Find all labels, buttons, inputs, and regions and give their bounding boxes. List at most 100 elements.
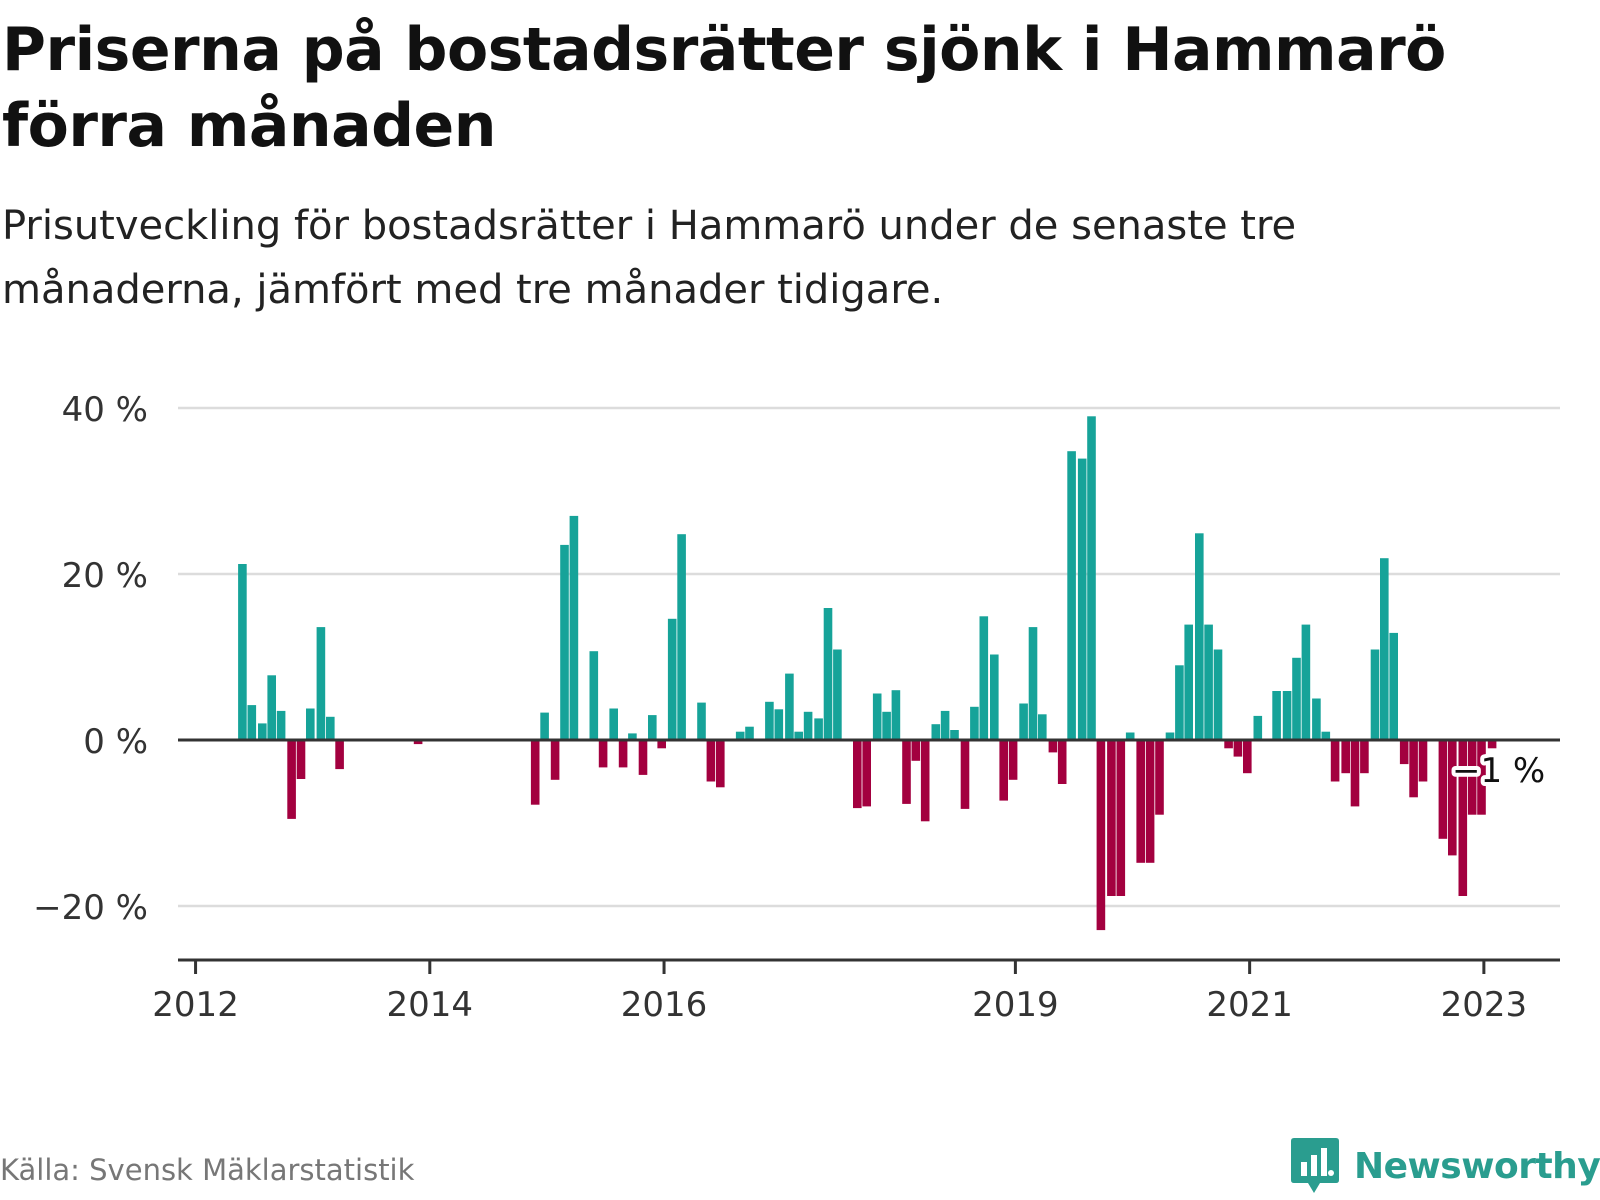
data-bar (306, 708, 315, 740)
data-bar (1096, 740, 1106, 931)
data-bar (950, 730, 959, 740)
data-bar (648, 715, 657, 740)
data-bar (276, 710, 286, 740)
data-bar (1467, 740, 1477, 815)
data-bar (1067, 451, 1076, 740)
x-tick-label: 2016 (621, 985, 708, 1020)
data-bar (882, 711, 891, 740)
data-bar (745, 726, 754, 740)
data-bar (1057, 740, 1067, 784)
data-bar (1321, 731, 1331, 740)
x-tick-label: 2014 (387, 985, 474, 1020)
data-bar (335, 740, 344, 770)
data-bar (990, 654, 999, 740)
data-bar (911, 740, 921, 761)
data-bar (999, 740, 1008, 801)
data-bar (247, 705, 257, 740)
data-bar (316, 627, 326, 740)
data-bar (1438, 740, 1448, 839)
data-bar (1116, 740, 1126, 896)
data-bar (774, 709, 784, 740)
data-bar (1253, 715, 1263, 740)
data-bar (1008, 740, 1018, 780)
data-bar (1458, 740, 1468, 896)
x-tick-label: 2023 (1441, 985, 1528, 1020)
data-bar (1272, 691, 1281, 740)
data-bar (540, 712, 549, 740)
data-bar (785, 673, 794, 740)
data-bar (287, 740, 296, 819)
data-bar (413, 740, 423, 745)
data-bar (1145, 740, 1155, 863)
data-bar (1487, 740, 1497, 749)
data-bar (1350, 740, 1360, 807)
data-bar (1155, 740, 1164, 815)
data-bar (1370, 649, 1380, 740)
bar-chart-speech-bubble-icon (1291, 1138, 1339, 1193)
data-bar (1184, 624, 1193, 740)
bar-chart: 40 % 20 % 0 % −20 % 2012 2014 2016 2019 2021 2023… (33, 390, 1560, 1020)
data-bar (1360, 740, 1369, 774)
y-tick-label: −20 % (33, 888, 148, 928)
data-bar (1028, 627, 1038, 740)
data-bar (1330, 740, 1340, 782)
data-bar (1448, 740, 1457, 856)
data-bar (638, 740, 648, 775)
data-bar (598, 740, 608, 768)
data-bar (1077, 458, 1087, 740)
data-bar (296, 740, 306, 779)
x-tick-label: 2012 (152, 985, 239, 1020)
data-bar (267, 675, 276, 740)
data-bar (1399, 740, 1409, 765)
data-bar (1409, 740, 1418, 798)
data-bar (1213, 649, 1223, 740)
gridlines (178, 406, 1560, 908)
y-tick-label: 20 % (62, 556, 148, 596)
data-bar (667, 618, 677, 740)
x-tick-label: 2019 (972, 985, 1059, 1020)
data-bar (1136, 740, 1145, 863)
data-bar (735, 731, 745, 740)
data-bar (1301, 624, 1311, 740)
page-title: Priserna på bostadsrätter sjönk i Hammar… (2, 15, 1446, 161)
data-bar (823, 608, 833, 740)
source-credit: Källa: Svensk Mäklarstatistik (0, 1153, 415, 1187)
data-bar (1243, 740, 1252, 774)
data-bar (1389, 632, 1398, 740)
data-bar (550, 740, 560, 780)
brand-logo[interactable]: Newsworthy (1290, 1136, 1600, 1196)
data-bar (618, 740, 628, 768)
data-bar (1087, 416, 1096, 740)
data-bar (1418, 740, 1428, 782)
data-bar (902, 740, 911, 804)
data-bar (697, 702, 706, 740)
data-bar (920, 740, 930, 822)
data-bar (1048, 740, 1058, 753)
data-bar (1125, 732, 1135, 740)
data-bar (1341, 740, 1350, 774)
data-bar (530, 740, 540, 805)
data-bar (1165, 732, 1175, 740)
data-bar (803, 711, 813, 740)
data-bar (862, 740, 871, 807)
page-subtitle: Prisutveckling för bostadsrätter i Hamma… (2, 203, 1297, 313)
data-bar (872, 693, 882, 740)
data-bar (609, 708, 618, 740)
y-tick-label: 40 % (62, 390, 148, 430)
data-bar (628, 733, 637, 740)
y-tick-label: 0 % (83, 722, 148, 762)
data-bar (326, 716, 335, 740)
data-bar (891, 690, 901, 740)
data-bar (1175, 665, 1184, 740)
data-bar (677, 534, 686, 740)
data-bar (1292, 657, 1301, 740)
last-value-label: −1 % (1452, 751, 1545, 791)
data-bar (853, 740, 862, 809)
data-bar (1380, 558, 1389, 740)
data-bar (1019, 703, 1028, 740)
chart-bars (238, 416, 1497, 931)
data-bar (258, 723, 267, 740)
data-bar (569, 515, 579, 740)
data-bar (1312, 698, 1321, 740)
data-bar (765, 701, 774, 740)
